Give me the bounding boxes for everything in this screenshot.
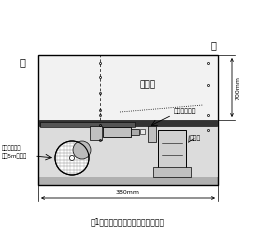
Bar [153,167,191,177]
Text: 700mm: 700mm [235,76,240,100]
Text: 380mm: 380mm [116,190,140,195]
Text: モータ: モータ [190,135,201,141]
Circle shape [55,141,89,175]
Bar [39,120,217,177]
Bar [39,120,217,126]
Text: 繰出しロール: 繰出しロール [174,108,197,114]
Bar [39,56,217,120]
Bar [140,129,145,134]
Circle shape [69,156,75,161]
Bar [40,122,135,127]
Text: 後: 後 [19,57,25,67]
Bar [38,55,218,185]
Bar [103,127,131,137]
Text: 前: 前 [210,40,216,50]
Bar [38,177,218,185]
Bar [158,130,186,168]
Text: 散布管へ接続
左右5mに展開: 散布管へ接続 左右5mに展開 [2,145,27,159]
Bar [148,126,156,142]
Bar [90,126,102,140]
Text: 図1　繰出しロールとモータの接続: 図1 繰出しロールとモータの接続 [91,217,165,227]
Bar [131,129,139,135]
Text: ホッパ: ホッパ [140,80,156,90]
Circle shape [73,141,91,159]
